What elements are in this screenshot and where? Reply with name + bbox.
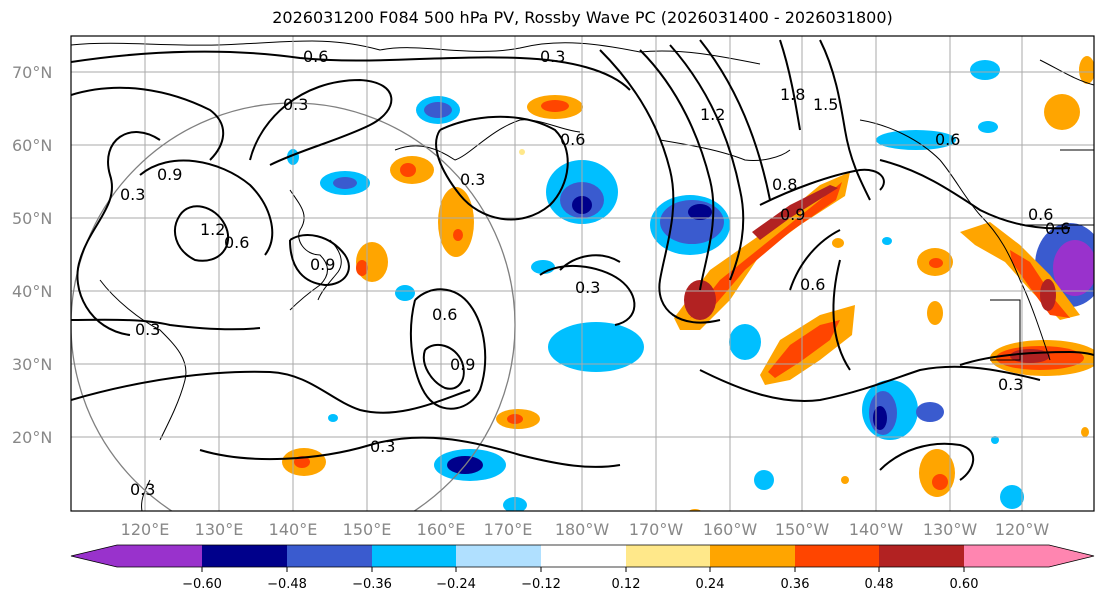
colorbar: −0.60 −0.48 −0.36 −0.24 −0.12 0.12 0.24 … (70, 544, 1095, 592)
lat-label-20: 20°N (12, 428, 52, 447)
contour-labels: 0.6 0.3 0.3 0.3 1.8 1.5 1.2 0.9 0.3 0.6 … (120, 47, 1070, 499)
svg-text:0.6: 0.6 (1028, 205, 1053, 224)
lon-label-130e: 130°E (195, 520, 244, 539)
svg-text:0.9: 0.9 (780, 205, 805, 224)
svg-text:0.3: 0.3 (370, 437, 395, 456)
svg-text:1.2: 1.2 (700, 105, 725, 124)
colorbar-ticks (201, 567, 965, 572)
colorbar-tick-label: 0.36 (781, 577, 810, 592)
svg-text:0.8: 0.8 (772, 175, 797, 194)
svg-text:0.3: 0.3 (540, 47, 565, 66)
colorbar-tick-label: −0.24 (436, 577, 476, 592)
colorbar-segment (117, 545, 202, 567)
colorbar-segment (372, 545, 456, 567)
colorbar-segment (456, 545, 541, 567)
svg-text:0.3: 0.3 (283, 95, 308, 114)
lon-label-160e: 160°E (417, 520, 466, 539)
svg-text:1.2: 1.2 (200, 220, 225, 239)
latitude-labels: 70°N 60°N 50°N 40°N 30°N 20°N (12, 63, 52, 447)
svg-text:1.5: 1.5 (813, 95, 838, 114)
colorbar-tick-label: 0.12 (612, 577, 641, 592)
colorbar-segment (202, 545, 287, 567)
colorbar-tick-label: −0.48 (267, 577, 307, 592)
colorbar-tick-label: 0.60 (950, 577, 979, 592)
colorbar-segment (626, 545, 710, 567)
svg-text:0.6: 0.6 (935, 130, 960, 149)
colorbar-extend-low (71, 545, 117, 567)
lon-label-120e: 120°E (121, 520, 170, 539)
lon-label-150e: 150°E (343, 520, 392, 539)
lon-label-140w: 140°W (849, 520, 904, 539)
colorbar-tick-label: 0.24 (696, 577, 725, 592)
reference-circle (71, 102, 516, 511)
colorbar-tick-label: −0.12 (521, 577, 561, 592)
colorbar-extend-high (1049, 545, 1094, 567)
svg-text:0.6: 0.6 (432, 305, 457, 324)
svg-text:0.6: 0.6 (303, 47, 328, 66)
colorbar-segment (541, 545, 626, 567)
svg-text:0.3: 0.3 (135, 320, 160, 339)
colorbar-segment (710, 545, 795, 567)
lon-label-140e: 140°E (269, 520, 318, 539)
lon-label-130w: 130°W (923, 520, 978, 539)
map-title: 2026031200 F084 500 hPa PV, Rossby Wave … (272, 8, 893, 27)
lon-label-170e: 170°E (484, 520, 533, 539)
svg-text:0.9: 0.9 (450, 355, 475, 374)
colorbar-tick-label: −0.36 (352, 577, 392, 592)
shaded-anomalies (282, 56, 1094, 511)
colorbar-segment (795, 545, 879, 567)
svg-text:0.6: 0.6 (224, 233, 249, 252)
svg-text:0.3: 0.3 (575, 278, 600, 297)
coastlines (71, 40, 1094, 511)
lon-label-150w: 150°W (775, 520, 830, 539)
svg-text:1.8: 1.8 (780, 85, 805, 104)
colorbar-segment (287, 545, 372, 567)
svg-text:0.3: 0.3 (998, 375, 1023, 394)
svg-text:0.6: 0.6 (1045, 219, 1070, 238)
colorbar-tick-label: −0.60 (182, 577, 222, 592)
lat-label-30: 30°N (12, 355, 52, 374)
svg-text:0.3: 0.3 (460, 170, 485, 189)
lat-label-50: 50°N (12, 209, 52, 228)
colorbar-segment (964, 545, 1049, 567)
colorbar-tick-label: 0.48 (865, 577, 894, 592)
lat-label-40: 40°N (12, 282, 52, 301)
pv-contours (71, 39, 1094, 481)
colorbar-segment (879, 545, 964, 567)
lon-label-180w: 180°W (555, 520, 610, 539)
map-border (70, 35, 1095, 512)
svg-text:0.9: 0.9 (157, 165, 182, 184)
svg-text:0.6: 0.6 (560, 130, 585, 149)
svg-text:0.9: 0.9 (310, 255, 335, 274)
lon-label-170w: 170°W (629, 520, 684, 539)
svg-text:0.6: 0.6 (800, 275, 825, 294)
svg-text:0.3: 0.3 (120, 185, 145, 204)
lat-label-70: 70°N (12, 63, 52, 82)
longitude-labels: 120°E 130°E 140°E 150°E 160°E 170°E 180°… (121, 520, 1050, 539)
lat-label-60: 60°N (12, 136, 52, 155)
lon-label-120w: 120°W (995, 520, 1050, 539)
svg-text:0.3: 0.3 (130, 480, 155, 499)
lon-label-160w: 160°W (703, 520, 758, 539)
